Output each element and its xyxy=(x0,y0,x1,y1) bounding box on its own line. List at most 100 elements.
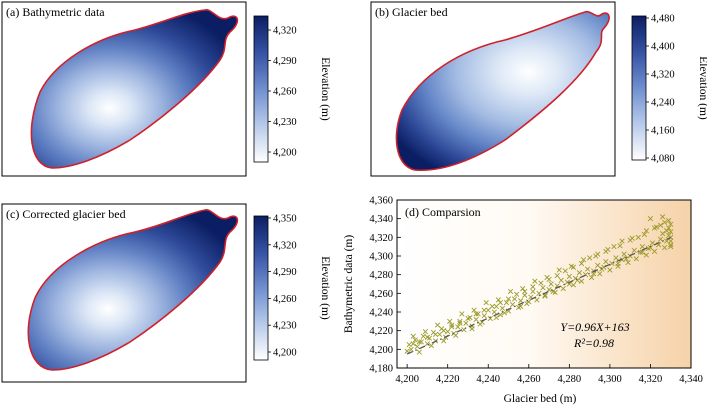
scatter-point xyxy=(578,260,585,267)
scatter-point xyxy=(503,300,510,306)
scatter-point xyxy=(613,255,619,261)
scatter-point xyxy=(505,296,512,302)
scatter-point xyxy=(609,260,615,267)
scatter-point xyxy=(538,280,544,286)
colorbar-c xyxy=(253,215,269,361)
scatter-point xyxy=(657,222,664,228)
x-tick-label: 4,220 xyxy=(436,374,460,385)
scatter-point xyxy=(607,267,613,273)
lake-bathymetry-map xyxy=(30,9,239,169)
scatter-point xyxy=(578,278,585,284)
y-tick-label: 4,200 xyxy=(369,345,393,356)
scatter-series xyxy=(404,214,674,355)
colorbar-c-label: Elevation (m) xyxy=(319,256,331,320)
scatter-point xyxy=(493,303,499,310)
colorbar-tick-label: 4,290 xyxy=(273,56,297,67)
colorbar-tick-label: 4,160 xyxy=(651,126,675,137)
scatter-point xyxy=(633,256,639,262)
scatter-point xyxy=(589,274,595,281)
scatter-point xyxy=(420,333,426,339)
panel-c: (c) Corrected glacier bed 4,350 4,320 4,29… xyxy=(1,203,331,383)
y-axis-label: Bathymetric data (m) xyxy=(343,235,355,334)
scatter-point xyxy=(568,263,574,269)
scatter-point xyxy=(473,316,479,323)
x-tick-label: 4,300 xyxy=(598,374,622,385)
x-tick-label: 4,260 xyxy=(517,374,541,385)
corrected-glacier-bed-map xyxy=(27,209,239,371)
scatter-point xyxy=(623,256,629,262)
y-tick-label: 4,280 xyxy=(369,270,393,281)
scatter-point xyxy=(639,244,645,250)
colorbar-a-ticks: 4,320 4,290 4,260 4,230 4,200 xyxy=(268,26,297,159)
colorbar-b-label: Elevation (m) xyxy=(697,56,707,120)
scatter-point xyxy=(580,257,587,263)
colorbar-tick-label: 4,080 xyxy=(651,154,675,165)
panel-d: 4,200 4,220 4,240 4,260 4,280 4,300 4,320 4,340… xyxy=(343,196,703,406)
scatter-point xyxy=(475,311,481,317)
y-tick-label: 4,220 xyxy=(369,326,393,337)
colorbar-tick-label: 4,260 xyxy=(273,87,297,98)
scatter-point xyxy=(597,271,603,277)
y-tick-label: 4,240 xyxy=(369,308,393,319)
scatter-point xyxy=(635,234,641,240)
scatter-point xyxy=(511,296,518,302)
scatter-point xyxy=(477,321,483,327)
scatter-point xyxy=(668,242,674,248)
scatter-point xyxy=(495,297,501,303)
scatter-point xyxy=(441,338,447,344)
scatter-point xyxy=(455,324,461,330)
x-tick-label: 4,340 xyxy=(679,374,703,385)
scatter-point xyxy=(593,253,599,259)
scatter-point xyxy=(410,333,416,339)
scatter-point xyxy=(576,270,583,276)
scatter-point xyxy=(416,349,422,355)
scatter-point xyxy=(432,331,439,338)
scatter-point xyxy=(659,214,666,220)
scatter-point xyxy=(436,331,443,338)
scatter-point xyxy=(639,249,645,255)
scatter-point xyxy=(514,291,520,297)
scatter-point xyxy=(562,268,568,274)
glacier-bed-map xyxy=(395,10,610,172)
colorbar-c-ticks: 4,350 4,320 4,290 4,260 4,230 4,200 xyxy=(268,214,297,359)
scatter-point xyxy=(556,267,562,273)
scatter-point xyxy=(587,255,593,261)
scatter-point xyxy=(457,320,463,326)
scatter-point xyxy=(542,293,548,299)
colorbar-tick-label: 4,320 xyxy=(273,26,297,37)
scatter-point xyxy=(424,341,431,347)
x-axis-ticks: 4,200 4,220 4,240 4,260 4,280 4,300 4,320 4,340 xyxy=(395,364,703,385)
scatter-point xyxy=(499,305,506,311)
x-tick-label: 4,200 xyxy=(395,374,419,385)
scatter-point xyxy=(647,244,654,251)
colorbar-tick-label: 4,200 xyxy=(273,148,297,159)
scatter-point xyxy=(554,272,560,279)
scatter-point xyxy=(664,228,670,234)
colorbar-tick-label: 4,320 xyxy=(651,70,675,81)
scatter-point xyxy=(447,318,453,324)
y-tick-label: 4,300 xyxy=(369,252,393,263)
scatter-point xyxy=(473,311,479,317)
scatter-point xyxy=(481,307,487,313)
scatter-point xyxy=(530,284,536,290)
scatter-point xyxy=(406,342,412,348)
scatter-point xyxy=(428,342,435,349)
colorbar-tick-label: 4,200 xyxy=(273,348,297,359)
scatter-point xyxy=(611,244,617,250)
scatter-point xyxy=(558,277,564,283)
plot-area xyxy=(396,199,692,369)
scatter-point xyxy=(605,246,611,253)
colorbar-tick-label: 4,350 xyxy=(273,214,297,225)
scatter-point xyxy=(414,343,420,350)
scatter-point xyxy=(534,297,540,303)
y-tick-label: 4,340 xyxy=(369,214,393,225)
scatter-point xyxy=(530,288,536,295)
scatter-point xyxy=(666,217,672,224)
scatter-point xyxy=(536,290,542,296)
scatter-point xyxy=(668,221,674,227)
scatter-point xyxy=(487,315,493,322)
scatter-point xyxy=(621,251,627,257)
scatter-point xyxy=(445,328,451,335)
scatter-point xyxy=(666,225,672,231)
scatter-point xyxy=(441,328,447,334)
